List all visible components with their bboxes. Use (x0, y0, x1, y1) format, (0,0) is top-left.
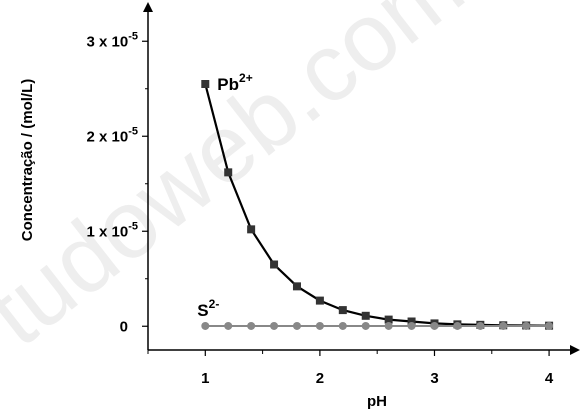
data-point (338, 306, 347, 315)
data-point (499, 321, 508, 330)
series-label: S2- (197, 297, 219, 320)
y-tick-exponent: -5 (128, 30, 138, 42)
y-tick-label: 3 x 10-5 (87, 30, 139, 50)
data-point (270, 321, 279, 330)
data-point (522, 321, 531, 330)
data-point (224, 168, 233, 177)
data-point (476, 321, 485, 330)
x-axis-label: pH (367, 393, 387, 410)
series-label-superscript: 2- (209, 297, 220, 311)
data-point (247, 321, 256, 330)
x-axis-arrow (570, 345, 580, 355)
data-point (247, 225, 256, 234)
x-tick-label: 4 (545, 370, 554, 387)
data-point (430, 321, 439, 330)
data-point (201, 80, 210, 88)
y-tick-label: 2 x 10-5 (87, 125, 139, 145)
data-point (384, 321, 393, 330)
y-tick-exponent: -5 (128, 220, 138, 232)
y-tick-exponent: -5 (128, 125, 138, 137)
y-tick-label: 0 (120, 318, 128, 335)
ticks: 1 2 3 4 0 1 x 10-5 2 x 10-5 3 x 10-5 (87, 30, 554, 387)
x-tick-label: 3 (430, 370, 438, 387)
data-point (361, 321, 370, 330)
series-layer: Pb2+S2- (197, 71, 554, 330)
y-tick-label: 1 x 10-5 (87, 220, 139, 240)
x-tick-label: 1 (201, 370, 209, 387)
data-point (338, 321, 347, 330)
y-axis-arrow (143, 2, 153, 12)
data-point (292, 321, 301, 330)
data-point (384, 315, 393, 324)
data-point (407, 317, 416, 326)
data-point (453, 321, 462, 330)
data-point (292, 282, 301, 291)
data-point (545, 321, 554, 330)
watermark: tudoweb.com.br (0, 0, 571, 367)
axes (143, 2, 580, 355)
data-point (270, 260, 279, 269)
y-axis-label: Concentração / (mol/L) (19, 79, 36, 242)
data-point (361, 311, 370, 320)
data-point (315, 321, 324, 330)
series-label-superscript: 2+ (239, 71, 253, 85)
data-point (201, 321, 210, 330)
x-tick-label: 2 (316, 370, 324, 387)
data-point (315, 296, 324, 305)
data-point (224, 321, 233, 330)
series-s: S2- (197, 297, 554, 330)
data-point (407, 321, 416, 330)
